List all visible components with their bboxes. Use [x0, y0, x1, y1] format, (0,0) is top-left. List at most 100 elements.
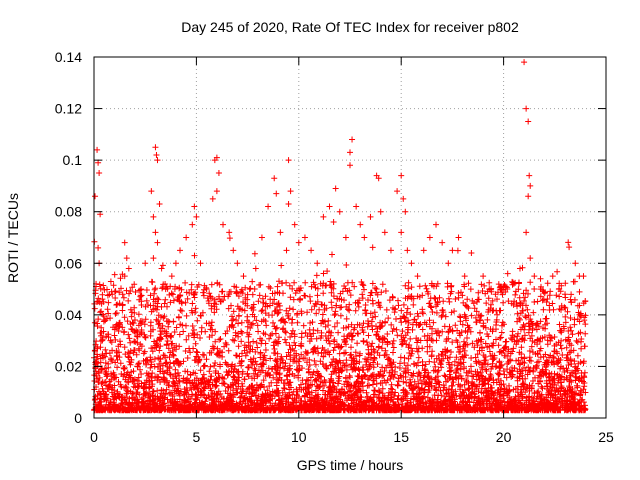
- data-point: [394, 188, 401, 195]
- data-point: [381, 229, 388, 236]
- data-point: [568, 298, 575, 305]
- data-point-cloud: [91, 235, 589, 414]
- x-axis-label: GPS time / hours: [297, 457, 404, 473]
- data-point: [308, 247, 315, 254]
- data-point: [420, 247, 427, 254]
- y-tick-label: 0.1: [63, 152, 83, 168]
- data-point: [521, 59, 528, 66]
- data-point: [189, 221, 196, 228]
- data-point: [203, 286, 210, 293]
- data-point: [156, 200, 163, 207]
- x-tick-label: 20: [496, 429, 512, 445]
- data-point: [516, 265, 523, 272]
- data-point: [150, 255, 157, 262]
- x-tick-label: 5: [193, 429, 201, 445]
- data-point: [95, 244, 102, 251]
- data-point: [107, 337, 114, 344]
- data-point: [96, 170, 103, 177]
- data-point: [523, 229, 530, 236]
- data-point: [103, 350, 110, 357]
- data-point: [445, 260, 452, 267]
- data-point: [332, 185, 339, 192]
- x-tick-label: 25: [598, 429, 614, 445]
- data-point: [330, 219, 337, 226]
- data-point: [138, 286, 145, 293]
- data-point: [226, 229, 233, 236]
- data-point: [404, 247, 411, 254]
- data-point: [234, 260, 241, 267]
- x-tick-label: 15: [393, 429, 409, 445]
- y-tick-label: 0.08: [55, 204, 82, 220]
- data-point: [455, 234, 462, 241]
- y-tick-labels: 0 0.02 0.04 0.06 0.08 0.1 0.12 0.14: [55, 49, 82, 426]
- x-tick-label: 10: [291, 429, 307, 445]
- data-point: [461, 273, 468, 280]
- data-point: [121, 273, 128, 280]
- data-point: [115, 322, 122, 329]
- y-tick-label: 0.04: [55, 307, 82, 323]
- data-point: [172, 260, 179, 267]
- data-point: [527, 182, 534, 189]
- data-point: [342, 234, 349, 241]
- data-point: [295, 239, 302, 246]
- data-point: [121, 239, 128, 246]
- data-point: [285, 157, 292, 164]
- data-point: [283, 247, 290, 254]
- data-point: [127, 306, 134, 313]
- data-point: [193, 213, 200, 220]
- data-point: [125, 265, 132, 272]
- data-point: [97, 211, 104, 218]
- data-point: [230, 247, 237, 254]
- data-point: [98, 324, 105, 331]
- data-point: [92, 193, 99, 200]
- data-point: [291, 221, 298, 228]
- data-point: [498, 286, 505, 293]
- data-point: [152, 144, 159, 151]
- data-point: [398, 172, 405, 179]
- data-point: [367, 213, 374, 220]
- data-point: [562, 291, 569, 298]
- data-point: [543, 298, 550, 305]
- data-point: [209, 195, 216, 202]
- data-point: [402, 208, 409, 215]
- data-point: [258, 234, 265, 241]
- y-tick-label: 0.06: [55, 255, 82, 271]
- data-point: [555, 286, 562, 293]
- data-point: [347, 149, 353, 156]
- data-point: [153, 151, 160, 158]
- plot-frame: [93, 56, 607, 419]
- y-axis-label: ROTI / TECUs: [5, 193, 21, 283]
- data-point: [94, 146, 101, 153]
- data-point: [486, 286, 493, 293]
- data-point: [152, 229, 159, 236]
- data-point: [240, 273, 247, 280]
- data-point: [123, 255, 130, 262]
- data-point: [285, 200, 292, 207]
- chart-title: Day 245 of 2020, Rate Of TEC Index for r…: [181, 19, 519, 35]
- data-point: [433, 221, 440, 228]
- data-point: [349, 136, 356, 143]
- data-point: [252, 265, 259, 272]
- data-point: [426, 234, 433, 241]
- y-tick-label: 0.14: [55, 49, 82, 65]
- data-point: [97, 309, 104, 316]
- data-point: [277, 229, 284, 236]
- data-point: [94, 298, 101, 305]
- data-point: [467, 286, 474, 293]
- data-point: [336, 208, 343, 215]
- data-point: [301, 234, 308, 241]
- data-point: [177, 247, 184, 254]
- data-point: [580, 273, 587, 280]
- y-tick-label: 0.12: [55, 101, 82, 117]
- data-point: [527, 255, 534, 262]
- data-point: [572, 260, 579, 267]
- data-point: [414, 273, 421, 280]
- data-point: [131, 317, 138, 324]
- data-point: [271, 175, 278, 182]
- data-point: [537, 286, 544, 293]
- data-point: [347, 162, 353, 169]
- data-point: [197, 260, 204, 267]
- data-point: [95, 159, 102, 166]
- data-point: [273, 190, 280, 197]
